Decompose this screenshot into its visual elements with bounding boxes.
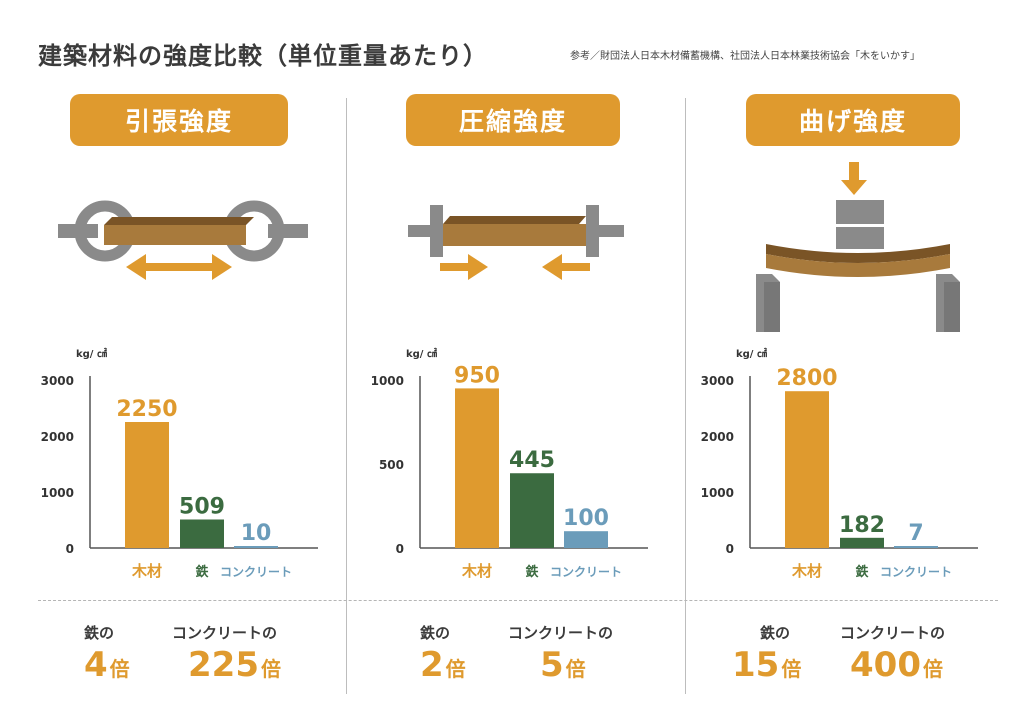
- dashed-separator: [38, 600, 998, 601]
- category-label-iron: 鉄: [525, 564, 538, 580]
- comparison-concrete-label: コンクリートの: [172, 624, 278, 642]
- chart-bending: kg/ ㎠ 0 1000 2000 3000 2800 木材 182 鉄 7 コンクリート: [701, 347, 978, 580]
- panel-divider: [346, 98, 347, 694]
- data-label: 2250: [116, 397, 177, 422]
- panel-bending: 曲げ強度 kg/ ㎠ 0 1000 2000 3000 2800 木材 182 鉄 7 コンクリート…: [700, 0, 1000, 724]
- bar-wood: [455, 388, 499, 548]
- bar-wood: [785, 391, 829, 548]
- wood-beam-icon: [766, 244, 950, 277]
- wood-beam-icon: [443, 216, 586, 246]
- compressive-illustration: [408, 205, 624, 280]
- bar-concrete: [234, 546, 278, 548]
- bar-iron: [180, 519, 224, 548]
- data-label: 10: [241, 521, 272, 546]
- category-label-iron: 鉄: [195, 564, 208, 580]
- compression-arrow-icon: [440, 254, 590, 280]
- header-bending: 曲げ強度: [746, 94, 960, 146]
- data-label: 445: [509, 448, 555, 473]
- y-tick-label: 1000: [371, 374, 404, 388]
- header-tensile: 引張強度: [70, 94, 288, 146]
- category-label-iron: 鉄: [855, 564, 868, 580]
- data-label: 182: [839, 513, 885, 538]
- y-axis-unit: kg/ ㎠: [736, 347, 767, 360]
- tensile-illustration: [58, 200, 308, 280]
- data-label: 509: [179, 494, 225, 519]
- y-tick-label: 2000: [41, 430, 74, 444]
- data-label: 950: [454, 363, 500, 388]
- category-label-concrete: コンクリート: [880, 565, 952, 579]
- y-tick-label: 0: [726, 542, 734, 556]
- y-tick-label: 1000: [701, 486, 734, 500]
- category-label-concrete: コンクリート: [220, 565, 292, 579]
- comparison-concrete-label: コンクリートの: [840, 624, 946, 642]
- bending-illustration: [756, 162, 960, 332]
- y-tick-label: 3000: [41, 374, 74, 388]
- category-label-concrete: コンクリート: [550, 565, 622, 579]
- category-label-wood: 木材: [131, 562, 162, 580]
- y-tick-label: 3000: [701, 374, 734, 388]
- y-tick-label: 2000: [701, 430, 734, 444]
- load-arrow-icon: [841, 162, 867, 195]
- y-axis-unit: kg/ ㎠: [76, 347, 107, 360]
- category-label-wood: 木材: [791, 562, 822, 580]
- comparison-concrete-label: コンクリートの: [508, 624, 614, 642]
- panel-divider: [685, 98, 686, 694]
- bar-iron: [840, 537, 884, 548]
- chart-tensile: kg/ ㎠ 0 1000 2000 3000 2250 木材 509 鉄 10 コンクリート: [41, 347, 318, 580]
- chart-compressive: kg/ ㎠ 0 500 1000 950 木材 445 鉄 100 コンクリート: [371, 347, 648, 580]
- tension-arrow-icon: [126, 254, 232, 280]
- weight-block-icon: [836, 200, 884, 249]
- page-title: 建築材料の強度比較（単位重量あたり）: [38, 42, 488, 70]
- y-axis-unit: kg/ ㎠: [406, 347, 437, 360]
- y-tick-label: 0: [396, 542, 404, 556]
- compression-plate-icon: [408, 205, 624, 257]
- data-label: 100: [563, 506, 609, 531]
- header-compressive: 圧縮強度: [406, 94, 620, 146]
- bar-wood: [125, 422, 169, 548]
- y-tick-label: 1000: [41, 486, 74, 500]
- data-label: 7: [908, 521, 923, 546]
- bar-concrete: [564, 531, 608, 548]
- comparison-concrete-value: 400 倍: [850, 645, 943, 685]
- comparison-iron-value: 15 倍: [732, 645, 802, 685]
- support-pillar-icon: [756, 274, 960, 332]
- y-tick-label: 500: [379, 458, 404, 472]
- panel-tensile: 引張強度 kg/ ㎠ 0 1000 2000 3000 2250 木材 509 鉄 10 コンクリー…: [40, 0, 340, 724]
- y-tick-label: 0: [66, 542, 74, 556]
- bar-concrete: [894, 546, 938, 548]
- data-label: 2800: [776, 366, 837, 391]
- bar-iron: [510, 473, 554, 548]
- category-label-wood: 木材: [461, 562, 492, 580]
- source-note: 参考／財団法人日本木材備蓄機構、社団法人日本林業技術協会「木をいかす」: [570, 51, 920, 62]
- panel-compressive: 圧縮強度 kg/ ㎠ 0 500 1000 950 木材 445 鉄 100 コンクリート 鉄の …: [370, 0, 670, 724]
- comparison-iron-label: 鉄の: [420, 624, 451, 642]
- comparison-concrete-value: 225 倍: [188, 645, 281, 685]
- comparison-iron-label: 鉄の: [760, 624, 791, 642]
- wood-beam-icon: [104, 217, 254, 245]
- comparison-iron-label: 鉄の: [84, 624, 115, 642]
